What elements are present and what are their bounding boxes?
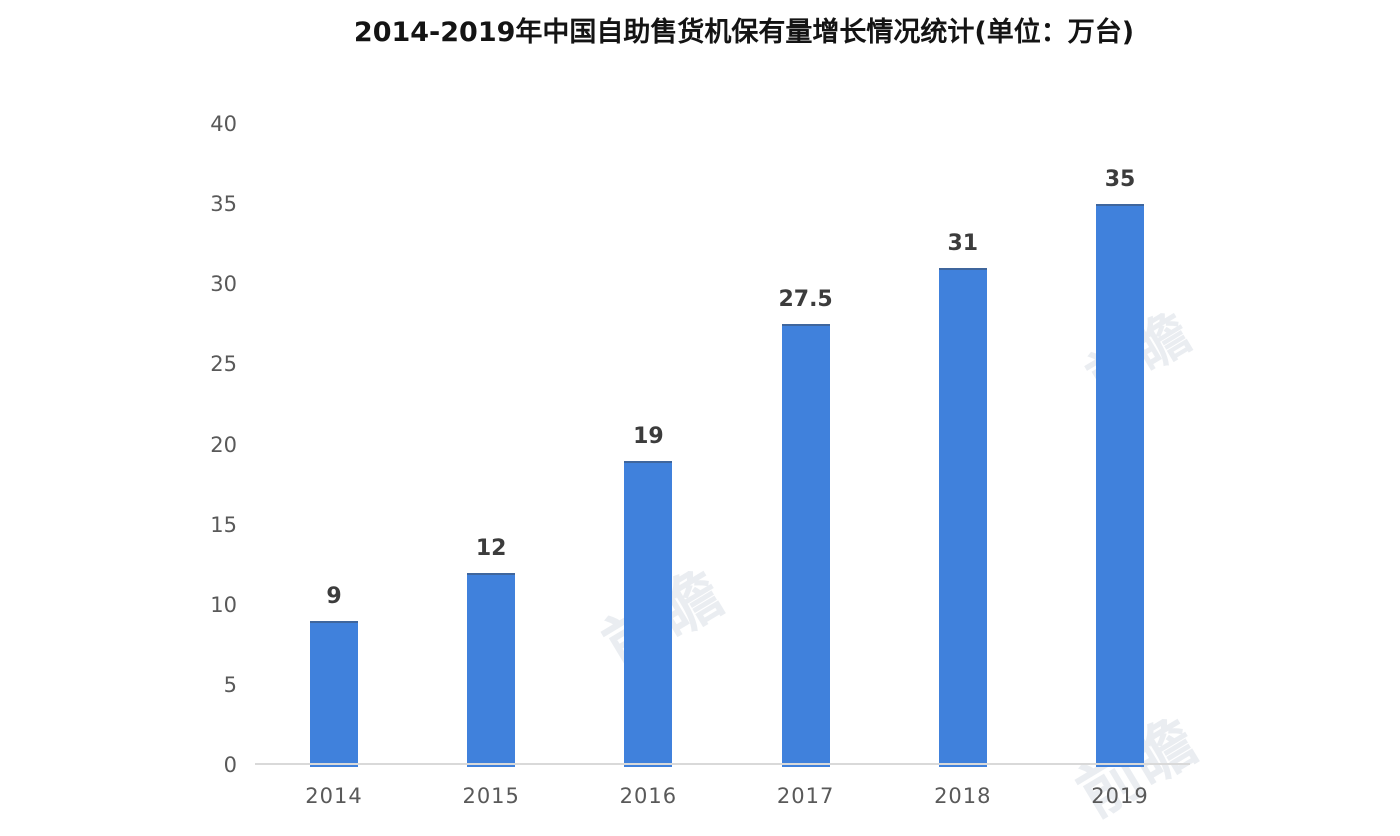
x-tick-label: 2014 xyxy=(305,784,363,808)
y-tick-label: 10 xyxy=(210,592,237,617)
bar-value-label: 27.5 xyxy=(778,287,833,313)
bar-2014 xyxy=(310,620,358,767)
x-tick-label: 2017 xyxy=(776,784,835,808)
y-tick-label: 5 xyxy=(223,672,237,697)
y-tick-label: 20 xyxy=(210,432,237,457)
y-tick-label: 35 xyxy=(210,192,237,217)
bar-value-label: 12 xyxy=(475,535,507,561)
x-tick-label: 2015 xyxy=(462,784,520,808)
y-tick-label: 15 xyxy=(210,512,237,537)
chart-title: 2014-2019年中国自助售货机保有量增长情况统计(单位：万台) xyxy=(353,17,1135,48)
y-tick-label: 30 xyxy=(210,272,237,297)
y-tick-label: 25 xyxy=(210,352,237,377)
bar-value-label: 35 xyxy=(1104,167,1136,193)
y-tick-label: 40 xyxy=(210,112,237,136)
bar-2019 xyxy=(1096,204,1144,767)
bar-value-label: 9 xyxy=(326,583,342,609)
bar-2017 xyxy=(781,324,830,767)
x-tick-label: 2019 xyxy=(1091,784,1149,808)
y-tick-label: 0 xyxy=(223,753,237,777)
bar-value-label: 31 xyxy=(947,231,979,257)
bar-value-label: 19 xyxy=(633,423,664,449)
bar-2015 xyxy=(467,572,516,767)
x-tick-label: 2018 xyxy=(934,784,992,808)
bar-2016 xyxy=(624,460,673,767)
x-tick-label: 2016 xyxy=(619,784,678,808)
bar-2018 xyxy=(938,268,987,767)
x-axis-line xyxy=(255,763,1190,765)
